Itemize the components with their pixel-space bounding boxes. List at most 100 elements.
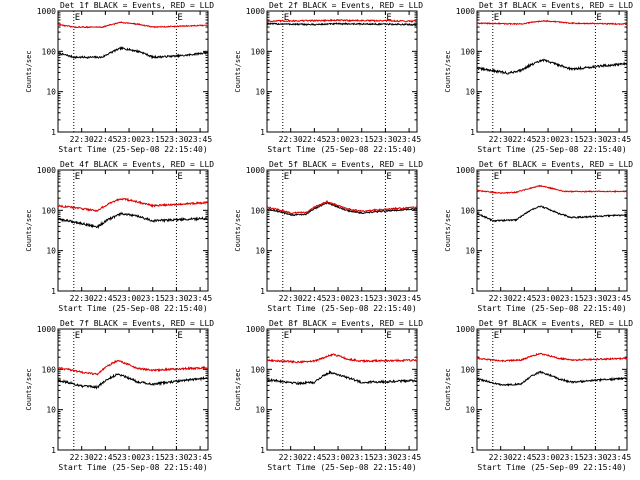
x-tick-label: 23:30 [583, 453, 607, 462]
series-line-lld [266, 18, 418, 23]
x-tick-label: 23:45 [397, 135, 421, 144]
chart-panel-4: Det 4f BLACK = Events, RED = LLD E E 1 10 100… [25, 160, 214, 313]
x-tick-label: 23:15 [350, 294, 374, 303]
y-axis-label: Counts/sec [234, 368, 242, 410]
plot-frame [57, 328, 209, 451]
x-tick-label: 22:30 [279, 135, 303, 144]
y-tick-label: 1 [470, 446, 475, 455]
x-tick-label: 23:45 [397, 294, 421, 303]
x-tick-label: 23:45 [607, 294, 631, 303]
x-tick-label: 23:15 [560, 294, 584, 303]
y-tick-label: 1000 [456, 166, 475, 175]
y-tick-label: 10 [465, 247, 475, 256]
chart-panel-8: Det 8f BLACK = Events, RED = LLD E E 1 10 100… [234, 319, 423, 472]
y-tick-label: 100 [42, 365, 57, 374]
y-tick-label: 100 [461, 47, 476, 56]
y-tick-label: 1 [51, 446, 56, 455]
event-marker-label: E [75, 172, 80, 182]
x-tick-label: 22:45 [93, 135, 117, 144]
x-tick-label: 23:15 [350, 135, 374, 144]
y-tick-label: 1 [470, 287, 475, 296]
y-axis-label: Counts/sec [444, 209, 452, 251]
event-marker-label: E [177, 13, 182, 23]
x-tick-label: 23:30 [583, 135, 607, 144]
series-line-events [266, 22, 418, 27]
chart-title: Det 6f BLACK = Events, RED = LLD [479, 160, 633, 169]
y-axis-label: Counts/sec [234, 50, 242, 92]
x-tick-label: 23:45 [188, 294, 212, 303]
plot-frame [266, 169, 418, 292]
y-tick-label: 1000 [456, 7, 475, 16]
y-tick-label: 1000 [246, 7, 265, 16]
chart-title: Det 9f BLACK = Events, RED = LLD [479, 319, 633, 328]
y-tick-label: 10 [46, 88, 56, 97]
x-tick-label: 22:45 [93, 453, 117, 462]
series-line-events [266, 202, 418, 217]
event-marker-label: E [494, 13, 499, 23]
x-tick-label: 23:30 [164, 135, 188, 144]
y-tick-label: 1 [260, 128, 265, 137]
chart-title: Det 1f BLACK = Events, RED = LLD [60, 1, 214, 10]
y-tick-label: 100 [251, 365, 266, 374]
x-tick-label: 23:30 [373, 453, 397, 462]
x-tick-label: 22:30 [70, 135, 94, 144]
series-line-lld [476, 352, 628, 363]
chart-panel-2: Det 2f BLACK = Events, RED = LLD E E 1 10 100… [234, 1, 423, 154]
y-tick-label: 100 [42, 47, 57, 56]
series-line-lld [58, 359, 208, 376]
chart-panel-5: Det 5f BLACK = Events, RED = LLD E E 1 10 100… [234, 160, 423, 313]
series-line-events [57, 373, 209, 390]
event-marker-label: E [284, 172, 289, 182]
plot-frame [57, 169, 209, 292]
y-tick-label: 1 [470, 128, 475, 137]
x-tick-label: 23:30 [373, 294, 397, 303]
series-line-lld [477, 19, 628, 26]
y-tick-label: 100 [251, 47, 266, 56]
y-tick-label: 100 [251, 206, 266, 215]
x-tick-label: 22:45 [302, 294, 326, 303]
x-tick-label: 22:30 [279, 453, 303, 462]
x-tick-label: 23:45 [607, 453, 631, 462]
y-axis-label: Counts/sec [234, 209, 242, 251]
x-tick-label: 23:00 [536, 453, 560, 462]
x-tick-label: 22:45 [93, 294, 117, 303]
x-tick-label: 23:30 [373, 135, 397, 144]
x-tick-label: 23:15 [141, 453, 165, 462]
plot-frame [476, 10, 628, 133]
y-tick-label: 1000 [246, 325, 265, 334]
x-tick-label: 23:15 [141, 294, 165, 303]
y-tick-label: 1000 [456, 325, 475, 334]
x-tick-label: 23:15 [350, 453, 374, 462]
x-tick-label: 22:30 [70, 294, 94, 303]
series-line-lld [57, 197, 209, 213]
x-axis-label: Start Time (25-Sep-08 22:15:40) [58, 463, 207, 472]
x-axis-label: Start Time (25-Sep-08 22:15:40) [477, 304, 626, 313]
x-tick-label: 22:45 [512, 294, 536, 303]
x-tick-label: 23:30 [164, 453, 188, 462]
x-tick-label: 23:45 [188, 453, 212, 462]
series-line-events [476, 205, 628, 223]
y-tick-label: 100 [461, 365, 476, 374]
series-line-lld [57, 21, 209, 29]
x-tick-label: 23:00 [326, 135, 350, 144]
y-tick-label: 10 [255, 88, 265, 97]
x-tick-label: 23:15 [141, 135, 165, 144]
x-tick-label: 22:45 [512, 453, 536, 462]
series-line-lld [476, 184, 628, 195]
x-tick-label: 23:30 [583, 294, 607, 303]
x-tick-label: 22:45 [302, 453, 326, 462]
event-marker-label: E [596, 13, 601, 23]
x-axis-label: Start Time (25-Sep-09 22:15:40) [477, 463, 626, 472]
series-line-events [57, 46, 209, 60]
series-line-lld [266, 199, 418, 215]
x-tick-label: 23:15 [560, 135, 584, 144]
event-marker-label: E [596, 331, 601, 341]
event-marker-label: E [75, 13, 80, 23]
y-tick-label: 10 [46, 406, 56, 415]
x-axis-label: Start Time (25-Sep-08 22:15:40) [267, 145, 416, 154]
event-marker-label: E [494, 331, 499, 341]
chart-title: Det 3f BLACK = Events, RED = LLD [479, 1, 633, 10]
series-line-events [57, 211, 209, 230]
event-marker-label: E [177, 172, 182, 182]
